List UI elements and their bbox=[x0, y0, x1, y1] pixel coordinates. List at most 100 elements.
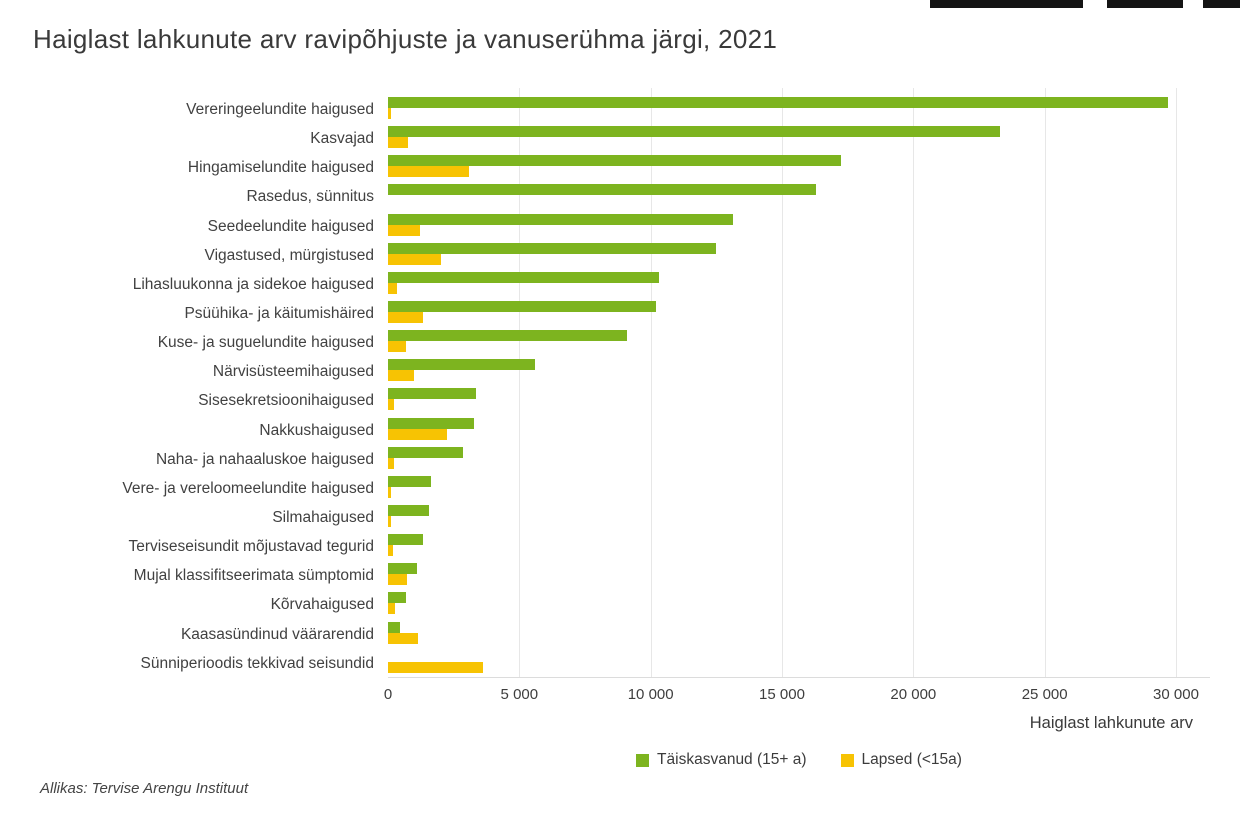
category-label: Rasedus, sünnitus bbox=[246, 188, 374, 206]
x-tick-label: 20 000 bbox=[890, 686, 937, 703]
bar-children bbox=[388, 224, 420, 236]
gridline bbox=[782, 88, 783, 677]
bar-children bbox=[388, 632, 419, 644]
bar-children bbox=[388, 457, 395, 469]
bar-children bbox=[388, 311, 424, 323]
bar-adults bbox=[388, 534, 424, 546]
bar-adults bbox=[388, 621, 401, 633]
bar-adults bbox=[388, 300, 656, 312]
category-label: Terviseseisundit mõjustavad tegurid bbox=[128, 538, 374, 556]
chart-title: Haiglast lahkunute arv ravipõhjuste ja v… bbox=[33, 24, 778, 54]
bar-adults bbox=[388, 592, 407, 604]
legend-label-adults: Täiskasvanud (15+ a) bbox=[657, 751, 807, 768]
x-tick-label: 0 bbox=[383, 686, 393, 703]
bar-adults bbox=[388, 184, 817, 196]
category-label: Hingamiselundite haigused bbox=[187, 159, 374, 177]
bar-adults bbox=[388, 359, 536, 371]
chart-row bbox=[388, 445, 1210, 474]
bar-children bbox=[388, 137, 409, 149]
x-axis: 0 5 000 10 000 15 000 20 000 25 000 30 000 bbox=[384, 686, 1210, 706]
chart-row bbox=[388, 532, 1210, 561]
bar-children bbox=[388, 428, 447, 440]
legend-swatch-adults-icon bbox=[636, 753, 650, 767]
x-axis-label: Haiglast lahkunute arv bbox=[1029, 714, 1193, 732]
category-label: Kõrvahaigused bbox=[270, 596, 374, 614]
gridline bbox=[519, 88, 521, 677]
category-label: Silmahaigused bbox=[272, 508, 374, 526]
chart-row bbox=[388, 474, 1210, 503]
category-label: Seedeelundite haigused bbox=[207, 217, 374, 235]
bar-children bbox=[388, 399, 395, 411]
chart-row bbox=[388, 649, 1210, 678]
bar-adults bbox=[388, 330, 628, 342]
chart-row bbox=[388, 241, 1210, 270]
bar-adults bbox=[388, 97, 1169, 108]
chart-row bbox=[388, 416, 1210, 445]
category-labels: Vereringeelundite haigused Kasvajad Hingam… bbox=[0, 95, 380, 678]
plot-area bbox=[388, 88, 1210, 677]
category-label: Vereringeelundite haigused bbox=[186, 101, 374, 118]
bar-adults bbox=[388, 388, 477, 400]
x-tick-label: 25 000 bbox=[1021, 686, 1068, 703]
bar-children bbox=[388, 486, 392, 498]
bar-adults bbox=[388, 271, 659, 283]
category-label: Kasvajad bbox=[310, 130, 374, 148]
chart-row bbox=[388, 299, 1210, 328]
bar-adults bbox=[388, 126, 1000, 138]
category-label: Vere- ja vereloomeelundite haigused bbox=[122, 479, 374, 497]
x-axis-line bbox=[388, 677, 1210, 678]
chart-row bbox=[388, 212, 1210, 241]
bar-children bbox=[388, 108, 391, 119]
bar-rows bbox=[388, 95, 1210, 678]
chart-row bbox=[388, 270, 1210, 299]
source-note: Allikas: Tervise Arengu Instituut bbox=[40, 780, 249, 797]
category-label: Kaasasündinud väärarendid bbox=[180, 625, 374, 643]
bar-adults bbox=[388, 417, 475, 429]
bar-children bbox=[388, 341, 406, 353]
legend-label-children: Lapsed (<15a) bbox=[861, 751, 962, 768]
bar-children bbox=[388, 253, 441, 265]
screenshot-artifact-strip bbox=[930, 0, 1083, 8]
bar-children bbox=[388, 574, 408, 586]
chart-row bbox=[388, 124, 1210, 153]
category-label: Naha- ja nahaaluskoe haigused bbox=[155, 450, 374, 468]
category-label: Nakkushaigused bbox=[259, 421, 374, 439]
chart-row bbox=[388, 503, 1210, 532]
x-tick-label: 30 000 bbox=[1153, 686, 1199, 703]
bar-adults bbox=[388, 242, 717, 254]
category-label: Sisesekretsioonihaigused bbox=[198, 392, 374, 410]
bar-children bbox=[388, 661, 484, 673]
gridline bbox=[913, 88, 915, 677]
chart-row bbox=[388, 357, 1210, 386]
bar-children bbox=[388, 282, 398, 294]
bar-adults bbox=[388, 446, 463, 458]
x-tick-label: 10 000 bbox=[627, 686, 674, 703]
category-label: Sünniperioodis tekkivad seisundid bbox=[140, 654, 374, 672]
chart-row bbox=[388, 386, 1210, 415]
chart-row bbox=[388, 182, 1210, 211]
category-label: Mujal klassifitseerimata sümptomid bbox=[133, 567, 374, 585]
x-tick-label: 5 000 bbox=[500, 686, 539, 703]
gridline bbox=[650, 88, 652, 677]
category-label: Vigastused, mürgistused bbox=[204, 246, 374, 264]
bar-children bbox=[388, 515, 391, 527]
bar-children bbox=[388, 603, 396, 615]
legend: Täiskasvanud (15+ a) Lapsed (<15a) bbox=[388, 751, 1210, 769]
legend-swatch-children-icon bbox=[840, 753, 854, 767]
chart-row bbox=[388, 561, 1210, 590]
category-label: Närvisüsteemihaigused bbox=[212, 363, 374, 381]
bar-adults bbox=[388, 155, 842, 167]
screenshot-artifact-strip bbox=[1107, 0, 1183, 8]
chart-row bbox=[388, 95, 1210, 124]
category-label: Psüühika- ja käitumishäired bbox=[184, 304, 374, 322]
bar-adults bbox=[388, 563, 417, 575]
bar-children bbox=[388, 545, 393, 557]
x-tick-label: 15 000 bbox=[759, 686, 805, 703]
bar-children bbox=[388, 370, 414, 382]
chart-row bbox=[388, 620, 1210, 649]
bar-adults bbox=[388, 504, 429, 516]
bar-adults bbox=[388, 475, 431, 487]
bar-adults bbox=[388, 213, 734, 225]
chart-row bbox=[388, 328, 1210, 357]
